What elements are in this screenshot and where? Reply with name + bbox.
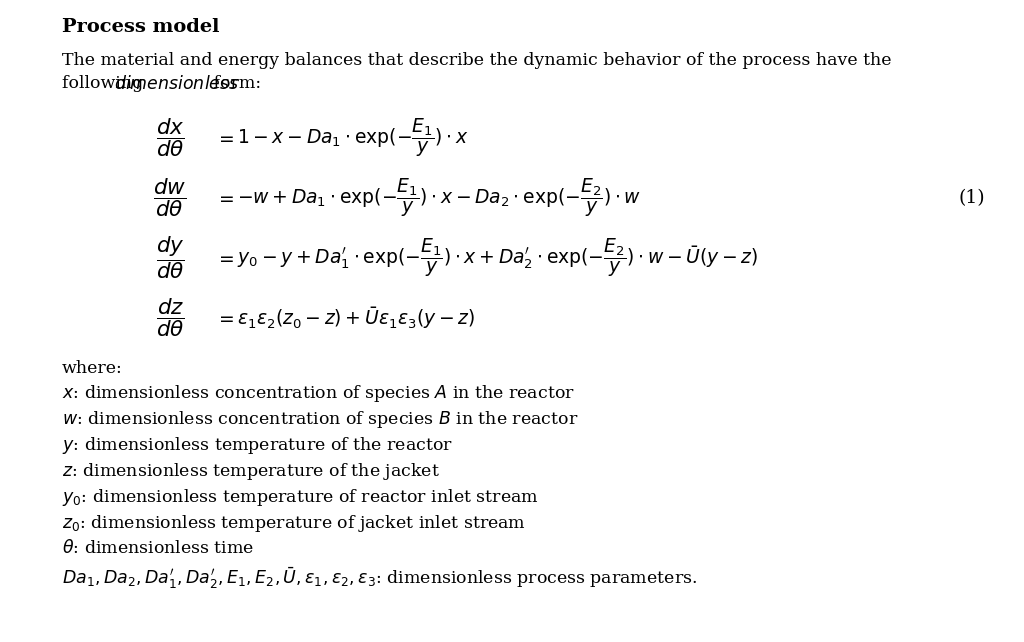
Text: $\dfrac{dx}{d\theta}$: $\dfrac{dx}{d\theta}$ bbox=[156, 117, 184, 159]
Text: The material and energy balances that describe the dynamic behavior of the proce: The material and energy balances that de… bbox=[62, 52, 892, 69]
Text: $=$: $=$ bbox=[215, 129, 234, 147]
Text: $z_0$: dimensionless temperature of jacket inlet stream: $z_0$: dimensionless temperature of jack… bbox=[62, 513, 526, 534]
Text: form:: form: bbox=[208, 75, 261, 92]
Text: $\dfrac{dz}{d\theta}$: $\dfrac{dz}{d\theta}$ bbox=[156, 297, 184, 340]
Text: $\mathit{dimensionless}$: $\mathit{dimensionless}$ bbox=[114, 75, 240, 93]
Text: $1 - x - Da_1 \cdot \exp(-\dfrac{E_1}{y}) \cdot x$: $1 - x - Da_1 \cdot \exp(-\dfrac{E_1}{y}… bbox=[237, 117, 469, 159]
Text: $z$: dimensionless temperature of the jacket: $z$: dimensionless temperature of the ja… bbox=[62, 461, 440, 482]
Text: $=$: $=$ bbox=[215, 249, 234, 267]
Text: where:: where: bbox=[62, 360, 123, 377]
Text: $=$: $=$ bbox=[215, 309, 234, 327]
Text: $y_0$: dimensionless temperature of reactor inlet stream: $y_0$: dimensionless temperature of reac… bbox=[62, 487, 539, 508]
Text: (1): (1) bbox=[958, 189, 985, 207]
Text: $y$: dimensionless temperature of the reactor: $y$: dimensionless temperature of the re… bbox=[62, 435, 453, 456]
Text: $\theta$: dimensionless time: $\theta$: dimensionless time bbox=[62, 539, 254, 557]
Text: $\epsilon_1\epsilon_2(z_0 - z) + \bar{U}\epsilon_1\epsilon_3(y - z)$: $\epsilon_1\epsilon_2(z_0 - z) + \bar{U}… bbox=[237, 305, 475, 331]
Text: $Da_1, Da_2, Da_1^{\prime}, Da_2^{\prime}, E_1, E_2, \bar{U}, \epsilon_1, \epsil: $Da_1, Da_2, Da_1^{\prime}, Da_2^{\prime… bbox=[62, 565, 697, 591]
Text: Process model: Process model bbox=[62, 18, 219, 36]
Text: $\dfrac{dy}{d\theta}$: $\dfrac{dy}{d\theta}$ bbox=[156, 234, 184, 281]
Text: $\dfrac{dw}{d\theta}$: $\dfrac{dw}{d\theta}$ bbox=[154, 177, 186, 220]
Text: $y_0 - y + Da_1^{\prime} \cdot \exp(-\dfrac{E_1}{y}) \cdot x + Da_2^{\prime} \cd: $y_0 - y + Da_1^{\prime} \cdot \exp(-\df… bbox=[237, 237, 759, 279]
Text: $-w + Da_1 \cdot \exp(-\dfrac{E_1}{y}) \cdot x - Da_2 \cdot \exp(-\dfrac{E_2}{y}: $-w + Da_1 \cdot \exp(-\dfrac{E_1}{y}) \… bbox=[237, 177, 641, 219]
Text: $w$: dimensionless concentration of species $B$ in the reactor: $w$: dimensionless concentration of spec… bbox=[62, 409, 579, 430]
Text: following: following bbox=[62, 75, 148, 92]
Text: $=$: $=$ bbox=[215, 189, 234, 207]
Text: $x$: dimensionless concentration of species $A$ in the reactor: $x$: dimensionless concentration of spec… bbox=[62, 383, 574, 404]
